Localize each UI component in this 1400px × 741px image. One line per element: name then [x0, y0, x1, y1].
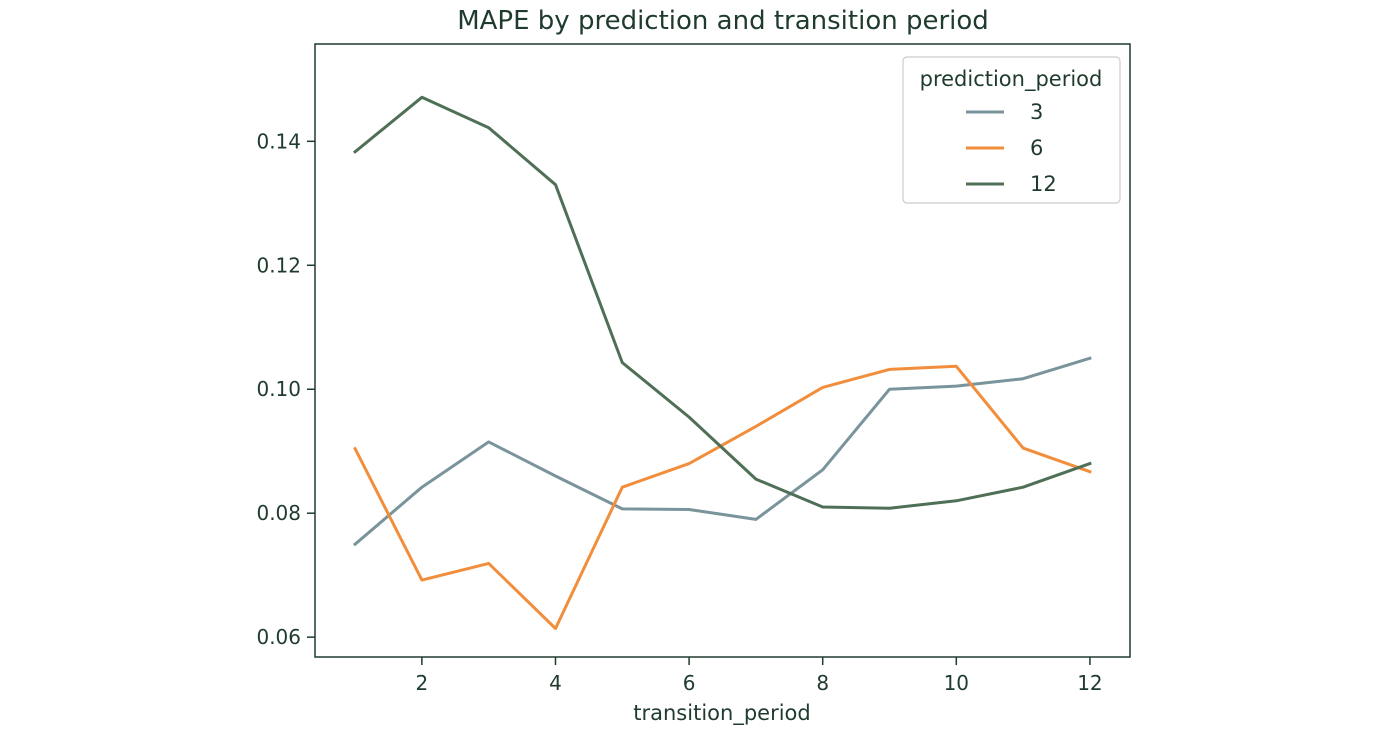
legend-title: prediction_period [920, 67, 1103, 92]
legend: prediction_period 3 6 12 [902, 56, 1121, 204]
chart-title: MAPE by prediction and transition period [457, 6, 989, 36]
y-axis: 0.06 0.08 0.10 0.12 0.14 [256, 129, 315, 649]
x-tick-label: 8 [816, 671, 829, 695]
x-axis-label: transition_period [633, 701, 810, 726]
series-line-12 [352, 95, 1092, 510]
series-line-6 [353, 364, 1092, 630]
x-tick-label: 4 [549, 671, 562, 695]
legend-label-12: 12 [1030, 172, 1057, 196]
x-tick-label: 2 [416, 671, 429, 695]
x-tick-label: 6 [683, 671, 696, 695]
plot-frame [314, 43, 1131, 658]
y-tick-label: 0.12 [256, 253, 301, 277]
x-axis: 2 4 6 8 10 12 [416, 657, 1103, 695]
x-tick-label: 12 [1077, 671, 1102, 695]
y-tick-label: 0.06 [256, 625, 301, 649]
legend-label-6: 6 [1030, 136, 1043, 160]
legend-box [902, 56, 1121, 204]
y-tick-label: 0.08 [256, 501, 301, 525]
series-line-3 [352, 356, 1092, 547]
plot-area [352, 95, 1092, 630]
legend-label-3: 3 [1030, 100, 1043, 124]
x-tick-label: 10 [944, 671, 969, 695]
y-tick-label: 0.14 [256, 129, 301, 153]
y-tick-label: 0.10 [256, 377, 301, 401]
